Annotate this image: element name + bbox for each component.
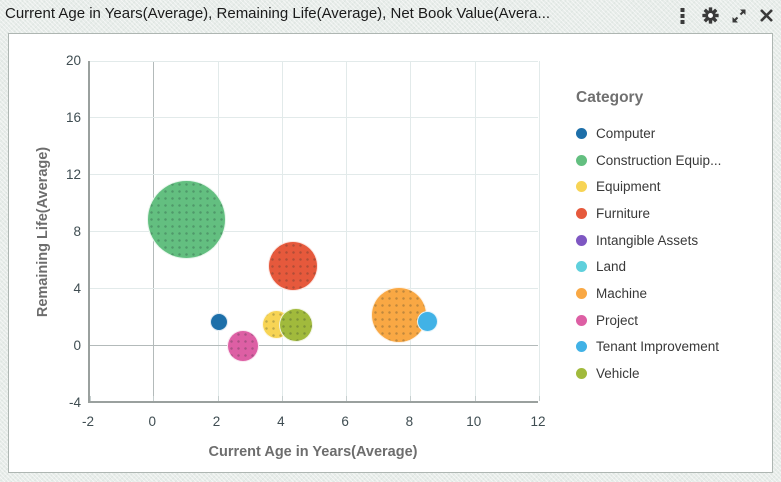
legend-item-land[interactable]: Land bbox=[576, 253, 771, 280]
x-tick-mark-2 bbox=[217, 396, 219, 401]
legend-label: Construction Equip... bbox=[596, 152, 722, 168]
x-tick-mark-12 bbox=[539, 396, 540, 401]
legend-label: Vehicle bbox=[596, 366, 640, 382]
legend-item-computer[interactable]: Computer bbox=[576, 120, 771, 147]
x-tick-label-10: 10 bbox=[466, 414, 482, 429]
expand-icon[interactable] bbox=[730, 7, 747, 24]
y-tick-label-8: 8 bbox=[73, 224, 81, 239]
legend-dot bbox=[576, 368, 587, 380]
legend-dot bbox=[576, 287, 587, 299]
chart-panel: 20 16 12 8 4 0 -4 -2 0 2 4 6 8 10 12 Current Age in Y… bbox=[8, 33, 773, 473]
y-tick-label-4: 4 bbox=[73, 281, 81, 296]
legend-label: Computer bbox=[596, 125, 656, 141]
x-tick-label-0: 0 bbox=[148, 414, 157, 429]
legend-title: Category bbox=[576, 89, 644, 106]
y-tick-label-0: 0 bbox=[73, 338, 81, 353]
legend-item-machine[interactable]: Machine bbox=[576, 280, 771, 307]
y-tick-label-16: 16 bbox=[65, 110, 81, 125]
legend-label: Intangible Assets bbox=[596, 232, 699, 248]
x-tick-mark-8 bbox=[410, 396, 412, 401]
bubble-furniture[interactable] bbox=[267, 241, 318, 292]
legend-label: Tenant Improvement bbox=[596, 339, 720, 355]
bubble-computer[interactable] bbox=[209, 312, 228, 331]
legend-dot bbox=[576, 154, 587, 166]
y-tick-label--4: -4 bbox=[68, 395, 81, 410]
gridline-y-20 bbox=[90, 61, 538, 62]
legend-item-construction-equip[interactable]: Construction Equip... bbox=[576, 147, 771, 174]
legend: Category Computer Construction Equip... Eq… bbox=[576, 89, 771, 387]
legend-item-vehicle[interactable]: Vehicle bbox=[576, 360, 771, 387]
legend-items: Computer Construction Equip... Equipment Fu… bbox=[576, 120, 771, 387]
legend-label: Furniture bbox=[596, 205, 651, 221]
y-tick-label-20: 20 bbox=[65, 53, 81, 68]
legend-item-tenant-improvement[interactable]: Tenant Improvement bbox=[576, 334, 771, 361]
legend-item-furniture[interactable]: Furniture bbox=[576, 200, 771, 227]
gridline-y-16 bbox=[90, 117, 538, 118]
menu-dots-icon[interactable] bbox=[674, 7, 691, 24]
legend-item-equipment[interactable]: Equipment bbox=[576, 173, 771, 200]
legend-dot bbox=[576, 261, 587, 273]
x-tick-label-8: 8 bbox=[405, 414, 414, 429]
legend-dot bbox=[576, 181, 587, 193]
settings-gear-icon[interactable] bbox=[702, 7, 719, 24]
x-tick-label-6: 6 bbox=[341, 414, 349, 429]
close-icon[interactable] bbox=[758, 7, 775, 24]
x-tick-label--2: -2 bbox=[81, 414, 94, 429]
widget-titlebar: Current Age in Years(Average), Remaining… bbox=[0, 0, 781, 33]
bubble-machine[interactable] bbox=[370, 286, 427, 343]
bubble-project[interactable] bbox=[226, 330, 259, 362]
legend-item-intangible-assets[interactable]: Intangible Assets bbox=[576, 227, 771, 254]
y-tick-label-12: 12 bbox=[65, 167, 81, 182]
y-axis-title: Remaining Life(Average) bbox=[35, 146, 51, 318]
gridline-y-4 bbox=[90, 288, 538, 289]
x-tick-mark-0 bbox=[153, 396, 155, 401]
legend-label: Machine bbox=[596, 285, 648, 301]
widget-title: Current Age in Years(Average), Remaining… bbox=[5, 5, 551, 22]
gridline-y-8 bbox=[90, 231, 538, 232]
legend-dot bbox=[576, 314, 587, 326]
plot-area bbox=[88, 61, 540, 403]
x-tick-mark-6 bbox=[346, 396, 348, 401]
gridline-x-12 bbox=[539, 61, 540, 401]
legend-dot bbox=[576, 207, 587, 219]
x-axis-title: Current Age in Years(Average) bbox=[208, 444, 418, 460]
legend-label: Project bbox=[596, 312, 639, 328]
gridline-y-0 bbox=[90, 345, 538, 346]
legend-dot bbox=[576, 341, 587, 353]
legend-label: Equipment bbox=[596, 179, 661, 195]
gridline-y-12 bbox=[90, 174, 538, 175]
legend-label: Land bbox=[596, 259, 627, 275]
bubble-tenant-improvement[interactable] bbox=[417, 311, 438, 333]
x-tick-mark-4 bbox=[281, 396, 283, 401]
legend-dot bbox=[576, 234, 587, 246]
x-tick-label-12: 12 bbox=[530, 414, 546, 429]
bubble-vehicle[interactable] bbox=[278, 307, 313, 342]
bubble-construction-equipment[interactable] bbox=[146, 179, 226, 259]
legend-dot bbox=[576, 127, 587, 139]
legend-item-project[interactable]: Project bbox=[576, 307, 771, 334]
x-tick-label-2: 2 bbox=[212, 414, 221, 429]
x-tick-mark-10 bbox=[474, 396, 476, 401]
x-tick-label-4: 4 bbox=[277, 414, 285, 429]
x-tick-mark--2 bbox=[90, 396, 91, 401]
titlebar-icons bbox=[674, 7, 775, 24]
